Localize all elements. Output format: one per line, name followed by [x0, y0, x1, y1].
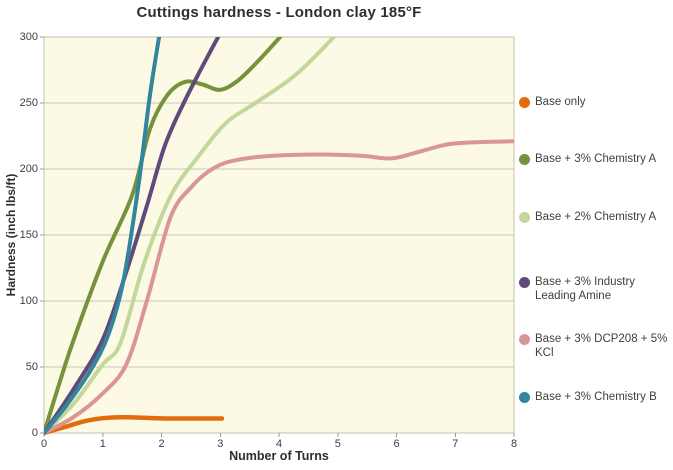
- y-tick-label: 250: [19, 97, 38, 109]
- legend-label: Base + 3% Industry Leading Amine: [535, 276, 636, 303]
- y-tick-label: 200: [19, 163, 38, 175]
- x-tick-label: 1: [99, 438, 106, 450]
- y-tick-label: 0: [31, 427, 38, 439]
- y-tick-label: 50: [25, 361, 38, 373]
- x-tick-label: 6: [393, 438, 400, 450]
- legend-label: Base only: [535, 96, 586, 108]
- x-tick-label: 2: [158, 438, 165, 450]
- x-tick-label: 0: [40, 438, 48, 450]
- x-tick-label: 4: [275, 438, 283, 450]
- series-line: [44, 414, 225, 436]
- x-tick-label: 8: [510, 438, 518, 450]
- x-tick-label: 3: [217, 438, 224, 450]
- legend-label: Base + 3% Chemistry A: [535, 153, 657, 165]
- legend-dot: [519, 154, 530, 165]
- legend-label: Base + 2% Chemistry A: [535, 211, 657, 223]
- legend-item: Base only: [519, 95, 671, 109]
- series-line: [44, 37, 337, 435]
- y-tick-label: 150: [19, 229, 38, 241]
- series-line: [44, 37, 221, 435]
- legend-label: Base + 3% DCP208 + 5% KCl: [535, 333, 668, 360]
- legend: Base only Base + 3% Chemistry A Base + 2…: [519, 0, 673, 470]
- x-tick-label: 7: [452, 438, 459, 450]
- x-tick-label: 5: [334, 438, 341, 450]
- legend-item: Base + 3% Chemistry A: [519, 152, 671, 166]
- legend-item: Base + 2% Chemistry A: [519, 210, 671, 224]
- x-axis-title: Number of Turns: [229, 449, 329, 463]
- legend-item: Base + 3% DCP208 + 5% KCl: [519, 332, 671, 361]
- y-tick-label: 300: [19, 31, 38, 43]
- legend-dot: [519, 277, 530, 288]
- legend-dot: [519, 97, 530, 108]
- legend-dot: [519, 334, 530, 345]
- legend-label: Base + 3% Chemistry B: [535, 391, 657, 403]
- y-tick-label: 100: [19, 295, 38, 307]
- series-line: [44, 37, 283, 435]
- chart-title: Cuttings hardness - London clay 185°F: [136, 4, 422, 21]
- legend-dot: [519, 212, 530, 223]
- legend-item: Base + 3% Industry Leading Amine: [519, 275, 671, 304]
- series-line: [44, 37, 162, 435]
- legend-item: Base + 3% Chemistry B: [519, 390, 671, 404]
- legend-dot: [519, 392, 530, 403]
- series-line: [44, 139, 514, 435]
